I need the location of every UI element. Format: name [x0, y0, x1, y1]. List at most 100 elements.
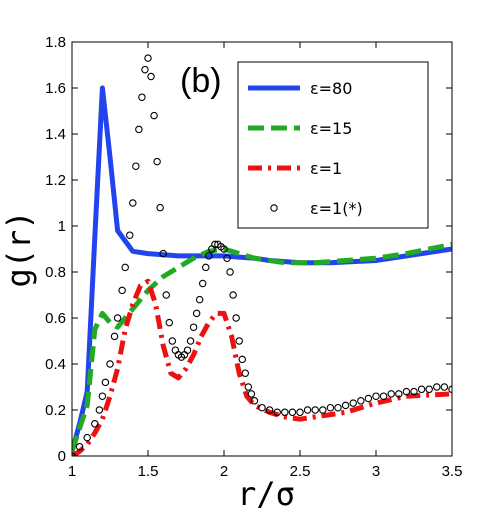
data-point [232, 314, 240, 322]
y-tick-label: 0 [58, 448, 66, 465]
data-point [147, 72, 155, 81]
data-point [326, 403, 335, 412]
axes-frame [71, 41, 453, 457]
data-point [334, 403, 342, 412]
data-point [341, 401, 350, 410]
x-tick-label: 1.5 [138, 463, 159, 480]
data-point [288, 408, 297, 417]
legend-entry: ε=1(*) [310, 199, 363, 218]
data-point [153, 157, 161, 166]
plot-area [72, 54, 452, 456]
data-point [75, 443, 84, 451]
data-point [349, 399, 357, 407]
y-tick-label: 1 [58, 218, 66, 235]
data-point [395, 390, 403, 398]
data-point [202, 263, 210, 272]
data-point [223, 254, 231, 262]
data-point [311, 406, 319, 414]
y-tick-label: 1.8 [45, 34, 66, 51]
y-tick-label: 0.6 [45, 310, 66, 327]
y-tick-label: 1.6 [45, 80, 66, 97]
data-point [364, 394, 373, 403]
data-point [162, 291, 170, 299]
data-point [258, 403, 266, 412]
data-point [220, 245, 228, 253]
data-point [189, 323, 198, 331]
data-point [410, 387, 418, 396]
y-tick-label: 0.8 [45, 264, 66, 281]
data-point [110, 332, 119, 341]
series-line-1 [72, 241, 452, 453]
data-point [144, 54, 152, 62]
data-point [379, 392, 388, 400]
data-point [183, 346, 192, 354]
data-point [141, 65, 149, 74]
data-point [247, 390, 256, 398]
data-point [126, 231, 134, 239]
data-point [319, 406, 327, 414]
data-point [98, 392, 107, 400]
data-point [150, 111, 158, 120]
data-point [198, 279, 207, 288]
data-point [387, 390, 395, 398]
data-point [417, 385, 426, 394]
data-point [244, 383, 253, 391]
series-line-2 [72, 278, 452, 456]
legend: ε=80 ε=15 ε=1 ε=1(*) [237, 61, 429, 229]
legend-entry: ε=15 [310, 119, 352, 138]
data-point [156, 203, 164, 212]
data-point [303, 406, 312, 414]
data-point [425, 385, 433, 394]
data-point [372, 392, 380, 400]
data-point [186, 337, 195, 345]
data-point [440, 383, 449, 391]
data-point [229, 291, 237, 299]
x-tick-label: 2 [220, 463, 228, 480]
data-point [129, 199, 137, 207]
data-point [91, 420, 99, 428]
x-tick-label: 2.5 [290, 463, 311, 480]
data-point [226, 268, 234, 276]
data-point [159, 249, 167, 258]
data-point [433, 383, 441, 391]
data-point [265, 406, 274, 414]
data-point [95, 406, 104, 414]
x-tick-label: 3.5 [442, 463, 463, 480]
data-point [250, 397, 259, 405]
data-point [192, 309, 201, 318]
legend-marker [270, 204, 278, 212]
legend-entry: ε=1 [310, 159, 342, 178]
data-point [113, 314, 122, 322]
data-point [195, 295, 204, 304]
x-axis-label: r/σ [237, 475, 295, 513]
data-point [138, 93, 146, 101]
data-point [106, 360, 114, 368]
data-point [281, 408, 289, 417]
data-point [165, 318, 174, 327]
data-point [357, 397, 365, 405]
data-point [83, 433, 91, 442]
data-point [168, 337, 177, 345]
data-point [205, 252, 213, 260]
panel-label: (b) [180, 62, 222, 100]
data-point [118, 286, 126, 295]
y-tick-label: 1.2 [45, 172, 66, 189]
data-point [238, 355, 246, 364]
data-point [171, 346, 180, 354]
data-point [135, 125, 143, 134]
data-point [402, 387, 411, 396]
data-point [296, 408, 304, 417]
data-point [121, 263, 129, 272]
data-point [241, 369, 250, 377]
y-tick-label: 0.4 [45, 356, 66, 373]
y-axis-label: g(r) [0, 210, 38, 287]
axis-ticks: 1 1.5 2 2.5 3 3.5 0 0.2 0.4 0.6 0.8 1 1.2 1.4 1.6 1.8 [45, 34, 462, 480]
series-eps1-star-markers [72, 54, 452, 456]
data-point [273, 408, 281, 417]
y-tick-label: 0.2 [45, 402, 66, 419]
legend-entry: ε=80 [310, 79, 352, 98]
x-tick-label: 1 [68, 463, 76, 480]
x-tick-label: 3 [372, 463, 380, 480]
data-point [235, 337, 243, 345]
